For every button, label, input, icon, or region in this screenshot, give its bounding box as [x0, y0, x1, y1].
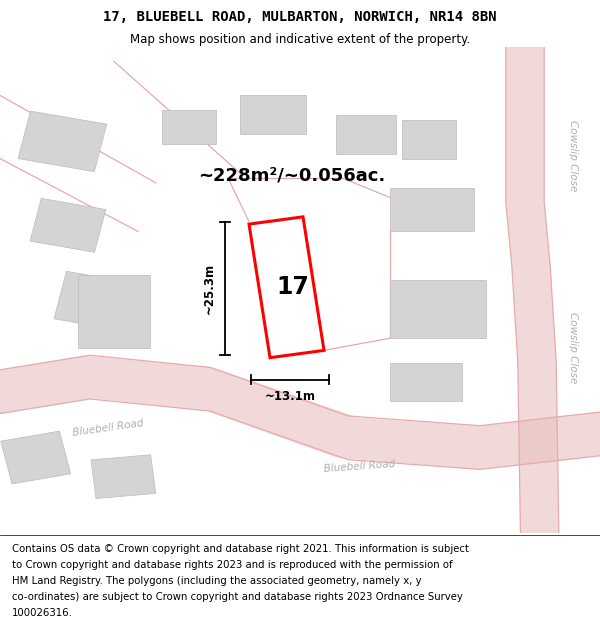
Text: 17, BLUEBELL ROAD, MULBARTON, NORWICH, NR14 8BN: 17, BLUEBELL ROAD, MULBARTON, NORWICH, N… — [103, 10, 497, 24]
Bar — [390, 188, 474, 231]
Polygon shape — [0, 356, 600, 469]
Text: to Crown copyright and database rights 2023 and is reproduced with the permissio: to Crown copyright and database rights 2… — [12, 560, 452, 570]
Bar — [18, 111, 107, 172]
Text: ~13.1m: ~13.1m — [265, 390, 316, 403]
Text: Bluebell Road: Bluebell Road — [324, 459, 396, 474]
Bar — [30, 198, 106, 252]
Text: ~25.3m: ~25.3m — [202, 263, 215, 314]
Bar — [402, 120, 456, 159]
Text: Contains OS data © Crown copyright and database right 2021. This information is : Contains OS data © Crown copyright and d… — [12, 544, 469, 554]
Polygon shape — [249, 217, 324, 358]
Text: HM Land Registry. The polygons (including the associated geometry, namely x, y: HM Land Registry. The polygons (includin… — [12, 576, 422, 586]
Bar — [1, 431, 71, 484]
Text: ~228m²/~0.056ac.: ~228m²/~0.056ac. — [198, 167, 385, 184]
Text: 17: 17 — [276, 275, 309, 299]
Text: Cowslip Close: Cowslip Close — [568, 312, 578, 384]
Text: Map shows position and indicative extent of the property.: Map shows position and indicative extent… — [130, 32, 470, 46]
Bar — [240, 96, 306, 134]
Bar — [54, 271, 149, 333]
Bar — [390, 362, 462, 401]
Text: Bluebell Road: Bluebell Road — [72, 418, 144, 438]
Text: Cowslip Close: Cowslip Close — [568, 121, 578, 192]
Bar — [78, 275, 150, 348]
Bar — [162, 110, 216, 144]
Bar — [336, 115, 396, 154]
Text: 100026316.: 100026316. — [12, 608, 73, 618]
Bar — [390, 280, 486, 338]
Polygon shape — [506, 22, 559, 557]
Bar — [91, 455, 155, 499]
Text: co-ordinates) are subject to Crown copyright and database rights 2023 Ordnance S: co-ordinates) are subject to Crown copyr… — [12, 592, 463, 602]
